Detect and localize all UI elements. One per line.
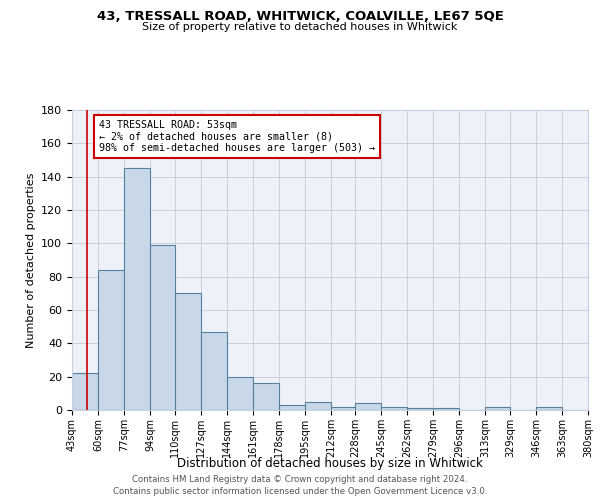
- Bar: [331, 406, 355, 410]
- Bar: [124, 168, 150, 410]
- Bar: [485, 406, 510, 410]
- Bar: [150, 245, 175, 410]
- Bar: [98, 270, 124, 410]
- Bar: [200, 332, 227, 410]
- Bar: [305, 402, 331, 410]
- Bar: [279, 405, 305, 410]
- Bar: [175, 294, 200, 410]
- Bar: [227, 376, 253, 410]
- Y-axis label: Number of detached properties: Number of detached properties: [26, 172, 35, 348]
- Text: 43, TRESSALL ROAD, WHITWICK, COALVILLE, LE67 5QE: 43, TRESSALL ROAD, WHITWICK, COALVILLE, …: [97, 10, 503, 23]
- Bar: [381, 406, 407, 410]
- Bar: [253, 384, 279, 410]
- Bar: [536, 406, 562, 410]
- Bar: [355, 404, 381, 410]
- Bar: [72, 374, 98, 410]
- Text: Contains HM Land Registry data © Crown copyright and database right 2024.
Contai: Contains HM Land Registry data © Crown c…: [113, 474, 487, 496]
- Bar: [407, 408, 433, 410]
- Text: Distribution of detached houses by size in Whitwick: Distribution of detached houses by size …: [177, 458, 483, 470]
- Text: Size of property relative to detached houses in Whitwick: Size of property relative to detached ho…: [142, 22, 458, 32]
- Text: 43 TRESSALL ROAD: 53sqm
← 2% of detached houses are smaller (8)
98% of semi-deta: 43 TRESSALL ROAD: 53sqm ← 2% of detached…: [99, 120, 375, 153]
- Bar: [433, 408, 460, 410]
